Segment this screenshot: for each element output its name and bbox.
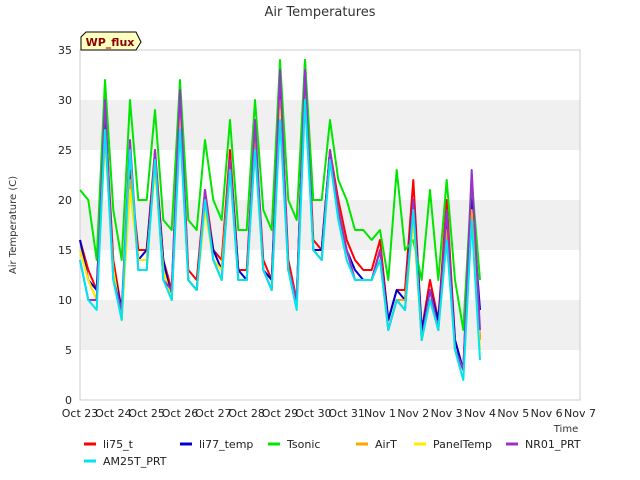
legend-item-label: li75_t xyxy=(103,438,134,451)
y-tick-label: 10 xyxy=(58,294,72,307)
y-axis-label: Air Temperature (C) xyxy=(8,176,19,274)
x-tick-label: Nov 5 xyxy=(497,407,529,420)
grid-bands xyxy=(80,100,580,350)
legend-item-label: NR01_PRT xyxy=(525,438,581,451)
y-tick-label: 15 xyxy=(58,244,72,257)
legend-item-label: AirT xyxy=(375,438,397,451)
grid-band xyxy=(80,200,580,250)
y-axis: 0 5 10 15 20 25 30 35 xyxy=(58,44,72,407)
series-line-Tsonic xyxy=(79,59,481,331)
x-tick-label: Nov 1 xyxy=(364,407,396,420)
x-tick-label: Oct 26 xyxy=(162,407,199,420)
x-tick-label: Oct 31 xyxy=(328,407,365,420)
x-tick-label: Oct 29 xyxy=(262,407,299,420)
legend-item-label: AM25T_PRT xyxy=(103,455,167,468)
y-tick-label: 25 xyxy=(58,144,72,157)
x-tick-label: Nov 7 xyxy=(564,407,596,420)
legend-item-label: PanelTemp xyxy=(433,438,492,451)
x-tick-label: Oct 24 xyxy=(95,407,132,420)
x-tick-label: Nov 4 xyxy=(464,407,496,420)
y-tick-label: 35 xyxy=(58,44,72,57)
x-axis-label: Time xyxy=(553,424,578,435)
y-tick-label: 0 xyxy=(65,394,72,407)
legend: li75_t li77_temp Tsonic AirT PanelTemp NR01_P… xyxy=(84,438,581,468)
badge-label: WP_flux xyxy=(86,36,135,49)
x-tick-label: Oct 28 xyxy=(228,407,265,420)
series-lines xyxy=(79,59,481,381)
y-tick-label: 5 xyxy=(65,344,72,357)
x-tick-label: Oct 27 xyxy=(195,407,232,420)
y-tick-label: 20 xyxy=(58,194,72,207)
x-tick-label: Oct 25 xyxy=(128,407,165,420)
legend-item-label: Tsonic xyxy=(286,438,320,451)
plot-frame xyxy=(79,49,581,401)
series-line-AM25T_PRT xyxy=(79,99,481,381)
x-tick-label: Nov 3 xyxy=(431,407,463,420)
station-badge: WP_flux xyxy=(80,31,142,51)
x-tick-label: Nov 6 xyxy=(531,407,563,420)
legend-item-label: li77_temp xyxy=(199,438,253,451)
y-tick-label: 30 xyxy=(58,94,72,107)
x-tick-label: Nov 2 xyxy=(397,407,429,420)
grid-band xyxy=(80,300,580,350)
chart-title: Air Temperatures xyxy=(264,5,375,20)
x-tick-label: Oct 30 xyxy=(295,407,332,420)
x-tick-label: Oct 23 xyxy=(62,407,99,420)
badge-shape xyxy=(80,31,142,51)
